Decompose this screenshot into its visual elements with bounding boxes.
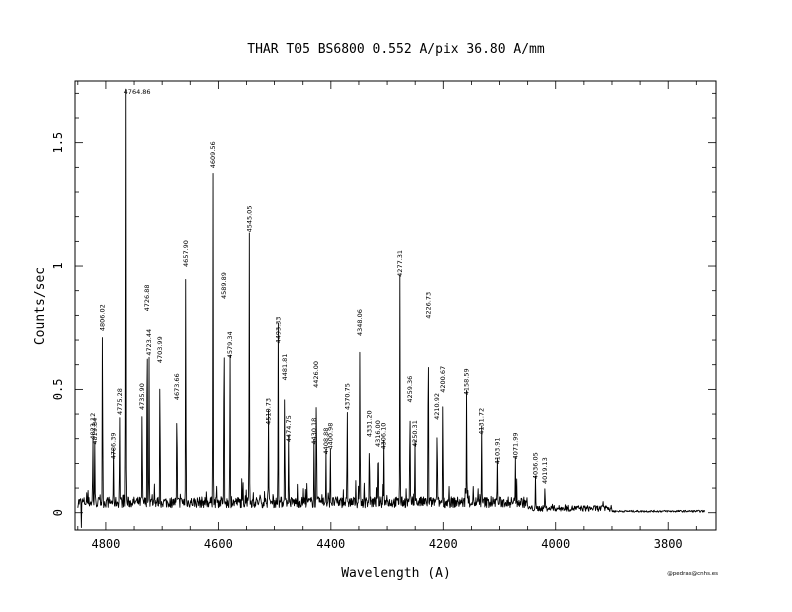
y-tick-label: 0 <box>51 509 65 516</box>
peak-label: 4071.99 <box>511 432 519 459</box>
peak-label: 4579.34 <box>226 331 234 358</box>
axis-ticks <box>75 81 716 530</box>
x-axis-label: Wavelength (A) <box>341 566 451 581</box>
peak-label: 4430.18 <box>310 418 318 445</box>
peak-label: 4806.02 <box>99 304 107 331</box>
peak-label: 4250.31 <box>411 420 419 447</box>
spectrum-line <box>77 88 706 528</box>
peak-label: 4316.00 <box>374 420 382 447</box>
peak-label: 4210.92 <box>433 393 441 420</box>
peak-label: 4277.31 <box>396 250 404 277</box>
peak-label: 4510.73 <box>265 398 273 425</box>
peak-label: 4019.13 <box>541 457 549 484</box>
peak-labels: 4764.86 4609.56 4545.05 4657.90 4277.31 4589.… <box>89 88 549 484</box>
peak-label: 4331.20 <box>366 410 374 437</box>
peak-label: 4226.73 <box>424 292 432 319</box>
peak-label: 4408.88 <box>322 428 330 455</box>
x-tick-label: 4400 <box>316 537 345 551</box>
x-tick-label: 4800 <box>91 537 120 551</box>
peak-label: 4657.90 <box>182 240 190 267</box>
y-axis-label: Counts/sec <box>33 267 48 345</box>
peak-label: 4200.67 <box>439 366 447 393</box>
y-tick-label: 1 <box>51 262 65 269</box>
peak-label: 4036.05 <box>531 452 539 479</box>
peak-label: 4589.89 <box>220 272 228 299</box>
peak-label: 4735.90 <box>138 383 146 410</box>
peak-label: 4348.06 <box>356 309 364 336</box>
axis-tick-labels: 4800 4600 4400 4200 4000 3800 0 0.5 1 1.5 <box>51 132 683 551</box>
peak-label: 4673.66 <box>173 373 181 400</box>
chart-title: THAR T05 BS6800 0.552 A/pix 36.80 A/mm <box>247 42 545 57</box>
peak-label: 4609.56 <box>209 141 217 168</box>
peak-label: 4259.36 <box>406 376 414 403</box>
peak-label: 4474.75 <box>285 415 293 442</box>
peak-label: 4819.84 <box>91 418 99 445</box>
peak-label: 4545.05 <box>245 206 253 233</box>
x-tick-label: 4200 <box>429 537 458 551</box>
peak-label: 4131.72 <box>478 408 486 435</box>
y-tick-label: 1.5 <box>51 132 65 154</box>
peak-label: 4400.98 <box>326 423 334 450</box>
peak-label: 4723.44 <box>145 329 153 356</box>
spectrum-line-group <box>77 88 706 528</box>
plot-frame <box>74 80 717 531</box>
peak-label: 4158.59 <box>463 368 471 395</box>
x-tick-label: 4000 <box>541 537 570 551</box>
peak-label: 4103.91 <box>493 437 501 464</box>
peak-label: 4370.75 <box>343 383 351 410</box>
peak-label: 4823.12 <box>89 413 97 440</box>
peak-label: 4426.00 <box>312 361 320 388</box>
peak-label: 4306.10 <box>380 423 388 450</box>
credit-text: @pedras@cnhs.es <box>667 571 718 577</box>
peak-label: 4775.28 <box>116 388 124 415</box>
peak-label: 4786.39 <box>110 432 118 459</box>
peak-label: 4481.81 <box>281 354 289 381</box>
peak-label: 4493.33 <box>274 317 282 344</box>
x-tick-label: 3800 <box>654 537 683 551</box>
peak-label: 4764.86 <box>124 88 151 96</box>
peak-label: 4703.99 <box>156 336 164 363</box>
y-tick-label: 0.5 <box>51 379 65 401</box>
peak-label: 4726.88 <box>143 284 151 311</box>
x-tick-label: 4600 <box>204 537 233 551</box>
